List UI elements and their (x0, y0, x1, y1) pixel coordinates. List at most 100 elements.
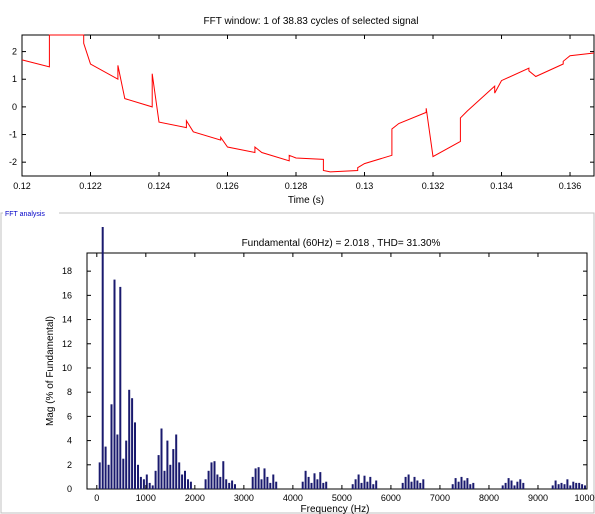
time-y-tick-label: 1 (12, 74, 17, 84)
fft-y-tick-label: 2 (67, 460, 72, 470)
time-x-tick-label: 0.136 (559, 181, 582, 191)
fft-bar (154, 470, 157, 489)
time-x-tick-label: 0.132 (422, 181, 445, 191)
fft-bar (184, 470, 186, 489)
fft-x-label: Frequency (Hz) (301, 504, 370, 514)
fft-x-tick-label: 4000 (283, 493, 303, 503)
fft-bar (189, 481, 192, 489)
fft-bar (148, 482, 151, 489)
fft-bar (575, 482, 578, 489)
fft-x-tick-label: 8000 (479, 493, 499, 503)
time-x-tick-label: 0.134 (490, 181, 513, 191)
fft-bar (307, 476, 310, 489)
fft-bar (451, 484, 454, 489)
fft-bar (375, 480, 378, 489)
fft-bar (463, 480, 466, 489)
fft-bar (301, 481, 304, 489)
fft-analysis-panel (0, 212, 595, 514)
fft-bar (160, 428, 163, 489)
fft-bar (175, 434, 178, 489)
signal-line (21, 34, 595, 173)
fft-bar (366, 481, 369, 489)
fft-bar (410, 481, 413, 489)
fft-plot-frame (86, 252, 588, 490)
fft-bar (204, 479, 207, 489)
fft-bar (454, 478, 457, 489)
fft-bar (139, 476, 142, 489)
fft-x-tick-label: 10000 (574, 493, 595, 503)
fft-bar (516, 481, 519, 489)
fft-bar (319, 472, 322, 489)
fft-bar (98, 462, 101, 489)
fft-bar (163, 470, 166, 489)
time-plot-axes: 0.12 0.122 0.124 0.126 0.128 0.13 0.132 0.134 0.… (9, 34, 595, 191)
fft-y-label: Mag (% of Fundamental) (45, 316, 56, 426)
fft-x-tick-label: 3000 (234, 493, 254, 503)
fft-bar (522, 482, 525, 489)
fft-plot-axes: 0 1000 2000 3000 4000 5000 6000 7000 8000 9000 100… (62, 227, 595, 503)
fft-bar (187, 479, 189, 489)
fft-bar (466, 478, 469, 489)
fft-bar (275, 481, 278, 489)
fft-bar (269, 482, 272, 489)
fft-bar (581, 484, 584, 489)
fft-bar (472, 482, 475, 489)
fft-bar (257, 467, 260, 489)
fft-bar (563, 484, 566, 489)
time-y-ticks: 2 1 0 -1 -2 (9, 47, 594, 167)
fft-y-tick-label: 6 (67, 411, 72, 421)
fft-bar (401, 482, 404, 489)
time-y-tick-label: -2 (9, 157, 17, 167)
fft-bar (219, 476, 222, 489)
fft-plot-title: Fundamental (60Hz) = 2.018 , THD= 31.30% (242, 238, 441, 249)
fft-panel-label: FFT analysis (5, 211, 45, 218)
fft-bar (166, 440, 169, 489)
fft-bar (363, 475, 366, 489)
fft-bar (113, 279, 116, 489)
fft-y-ticks: 18 16 14 12 10 8 6 4 2 0 (62, 266, 587, 494)
fft-x-tick-label: 6000 (381, 493, 401, 503)
fft-bar (234, 484, 236, 489)
fft-bar (151, 485, 154, 489)
fft-bar (460, 476, 463, 489)
fft-bar (560, 482, 563, 489)
fft-y-tick-label: 12 (62, 339, 72, 349)
fft-bar (134, 422, 136, 489)
fft-y-tick-label: 8 (67, 387, 72, 397)
time-y-tick-label: 0 (12, 102, 17, 112)
fft-x-ticks: 0 1000 2000 3000 4000 5000 6000 7000 8000 9000 100… (94, 253, 595, 503)
fft-bar (510, 480, 513, 489)
fft-bar (110, 404, 113, 489)
fft-bar (457, 481, 460, 489)
fft-bar (172, 449, 175, 489)
time-x-tick-label: 0.13 (356, 181, 374, 191)
time-x-tick-label: 0.128 (285, 181, 308, 191)
fft-bar (413, 476, 416, 489)
fft-bar (404, 476, 407, 489)
fft-bar (566, 479, 569, 489)
fft-bar (419, 482, 422, 489)
fft-bar (310, 482, 313, 489)
fft-bar (354, 479, 357, 489)
time-y-tick-label: -1 (9, 130, 17, 140)
fft-bar (422, 479, 425, 489)
fft-bar (251, 476, 254, 489)
time-plot-title: FFT window: 1 of 38.83 cycles of selecte… (204, 16, 419, 27)
fft-bar (210, 462, 213, 489)
fft-bar (116, 434, 119, 489)
fft-bar (313, 473, 316, 489)
fft-bar (125, 440, 128, 489)
fft-bar (225, 479, 228, 489)
fft-bar (145, 474, 148, 489)
fft-y-tick-label: 18 (62, 266, 72, 276)
fft-bar (272, 474, 275, 489)
fft-bar (266, 476, 269, 489)
time-plot-frame (21, 34, 595, 177)
fft-x-tick-label: 9000 (528, 493, 548, 503)
time-x-tick-label: 0.126 (216, 181, 239, 191)
fft-bars (98, 227, 586, 489)
fft-bar (569, 485, 572, 489)
fft-bar (101, 227, 104, 489)
fft-bar (578, 482, 581, 489)
